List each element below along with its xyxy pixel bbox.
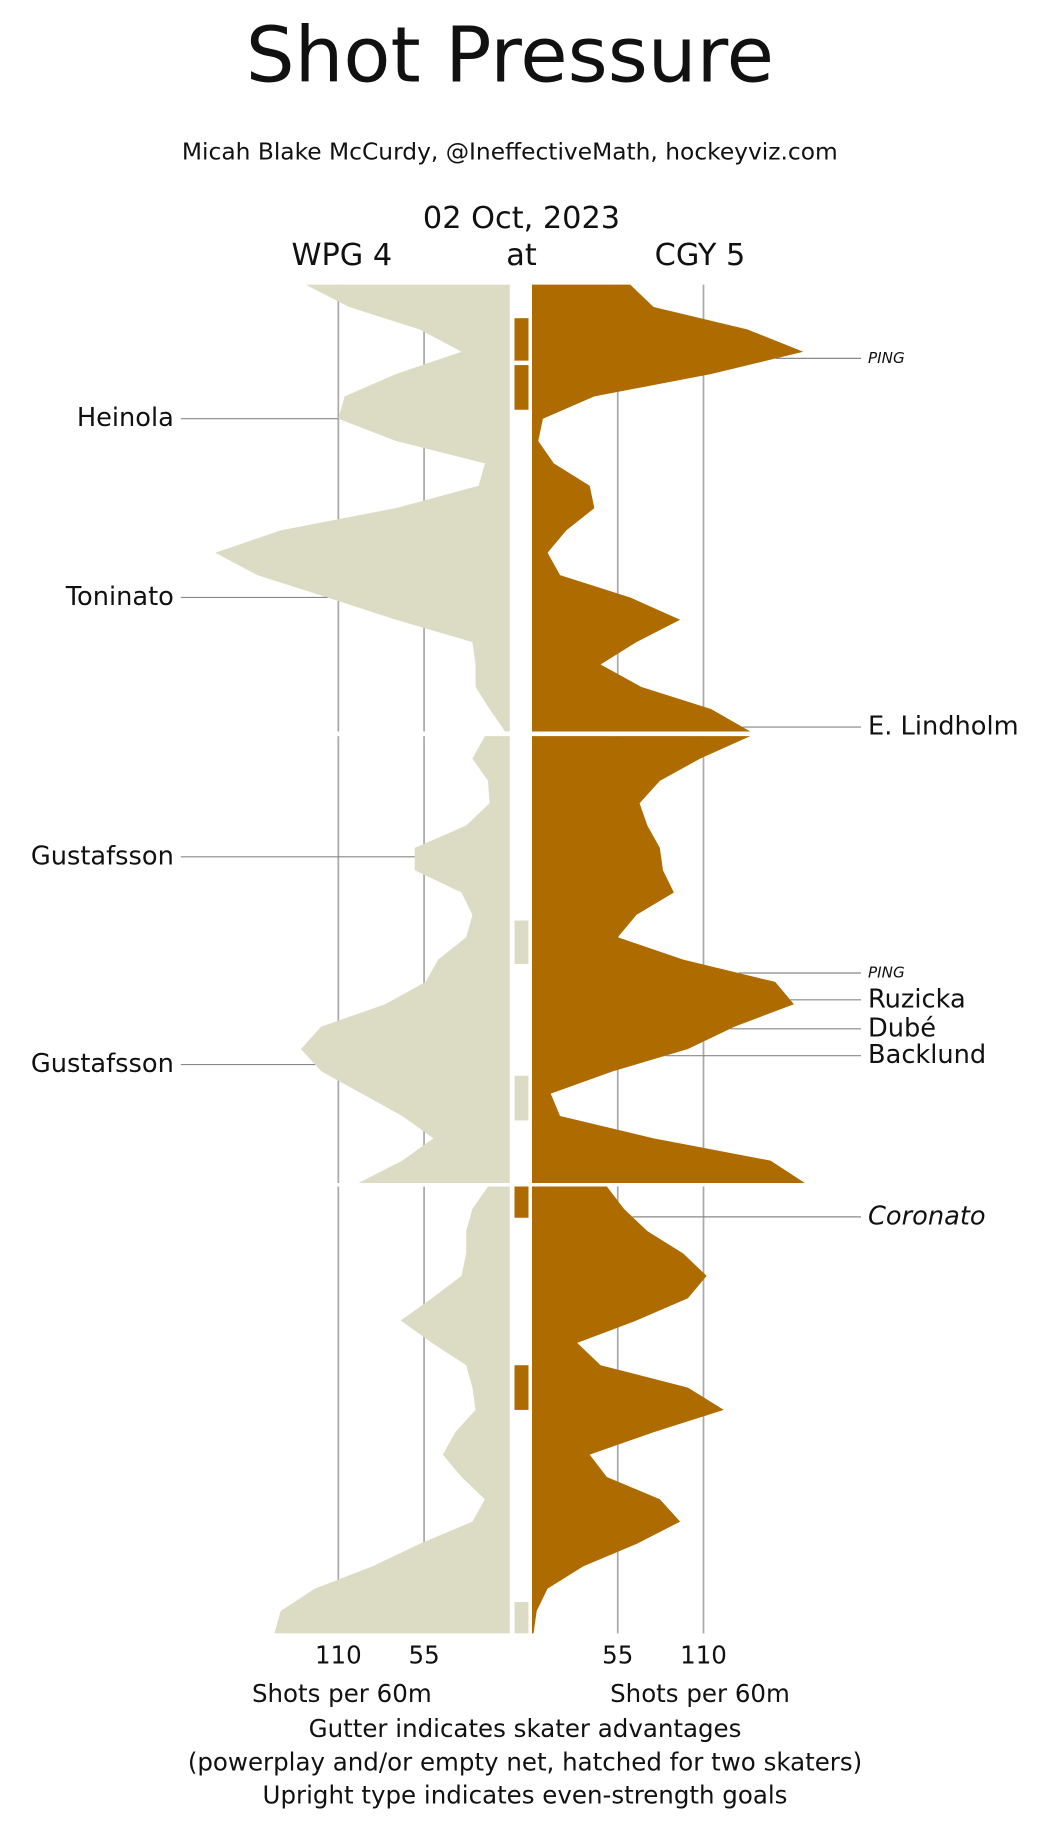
goal-label: PING [868,963,905,981]
gutter-bar [514,1186,529,1218]
gutter-bar [514,1602,529,1634]
footnote: Upright type indicates even-strength goa… [263,1781,788,1810]
shot-area [532,736,805,1183]
gutter-bar [514,365,529,410]
shot-area [532,1186,724,1634]
footnote: (powerplay and/or empty net, hatched for… [188,1747,862,1776]
x-tick-label: 110 [680,1641,727,1670]
goal-label: Gustafsson [31,841,174,871]
goal-label: Backlund [868,1040,986,1070]
home-team: CGY 5 [655,238,746,273]
footnote: Gutter indicates skater advantages [309,1714,742,1743]
shot-area [532,284,804,732]
x-tick-label: 55 [602,1641,633,1670]
goal-label: Coronato [868,1201,986,1231]
date: 02 Oct, 2023 [423,201,620,236]
goal-label: PING [868,349,905,367]
goal-label: Heinola [77,403,174,433]
x-tick-label: 110 [315,1641,362,1670]
at-label: at [506,238,537,273]
x-tick-label: 55 [408,1641,439,1670]
subtitle: Micah Blake McCurdy, @IneffectiveMath, h… [182,137,838,165]
goal-label: Ruzicka [868,984,966,1014]
x-axis-label: Shots per 60m [252,1679,432,1708]
gutter-bar [514,1075,529,1121]
shot-area [300,736,510,1183]
goal-label: Toninato [65,582,174,612]
gutter-bar [514,318,529,361]
chart-title: Shot Pressure [246,12,774,101]
goal-label: Dubé [868,1013,936,1043]
gutter-bar [514,1365,529,1410]
shot-area [215,284,510,732]
goal-label: E. Lindholm [868,712,1019,742]
shot-area [274,1186,510,1634]
x-axis-label: Shots per 60m [610,1679,790,1708]
gutter-bar [514,920,529,965]
away-team: WPG 4 [291,238,392,273]
goal-label: Gustafsson [31,1049,174,1079]
